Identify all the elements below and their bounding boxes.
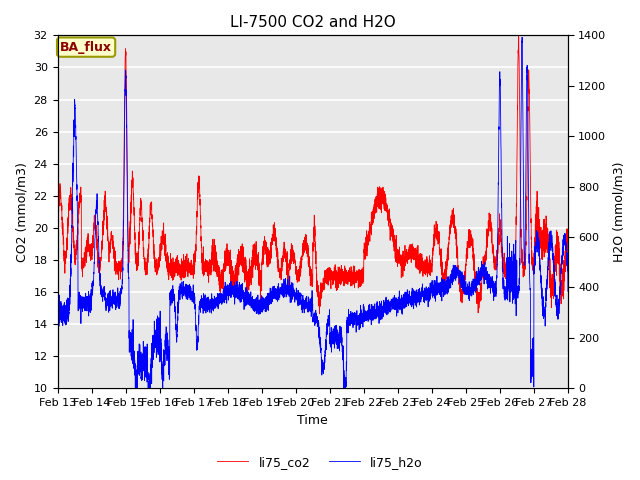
li75_co2: [474, 300, 481, 306]
X-axis label: Time: Time: [298, 414, 328, 427]
li75_co2: [515, 33, 522, 38]
Text: BA_flux: BA_flux: [60, 41, 112, 54]
li75_h2o: [564, 288, 572, 294]
li75_co2: [249, 265, 257, 271]
li75_co2: [316, 311, 323, 317]
li75_h2o: [518, 34, 526, 40]
Y-axis label: H2O (mmol/m3): H2O (mmol/m3): [612, 162, 625, 262]
Y-axis label: CO2 (mmol/m3): CO2 (mmol/m3): [15, 162, 28, 262]
li75_h2o: [249, 297, 257, 302]
li75_co2: [147, 202, 154, 207]
li75_h2o: [54, 309, 61, 315]
li75_co2: [54, 223, 61, 229]
Line: li75_h2o: li75_h2o: [58, 37, 568, 388]
li75_h2o: [474, 276, 481, 282]
li75_co2: [435, 240, 442, 245]
li75_h2o: [131, 385, 139, 391]
li75_h2o: [386, 307, 394, 312]
li75_co2: [360, 269, 367, 275]
li75_co2: [386, 215, 394, 220]
li75_h2o: [360, 314, 367, 320]
li75_co2: [564, 269, 572, 275]
Legend: li75_co2, li75_h2o: li75_co2, li75_h2o: [212, 451, 428, 474]
Line: li75_co2: li75_co2: [58, 36, 568, 314]
li75_h2o: [435, 281, 442, 287]
Title: LI-7500 CO2 and H2O: LI-7500 CO2 and H2O: [230, 15, 396, 30]
li75_h2o: [147, 372, 154, 378]
